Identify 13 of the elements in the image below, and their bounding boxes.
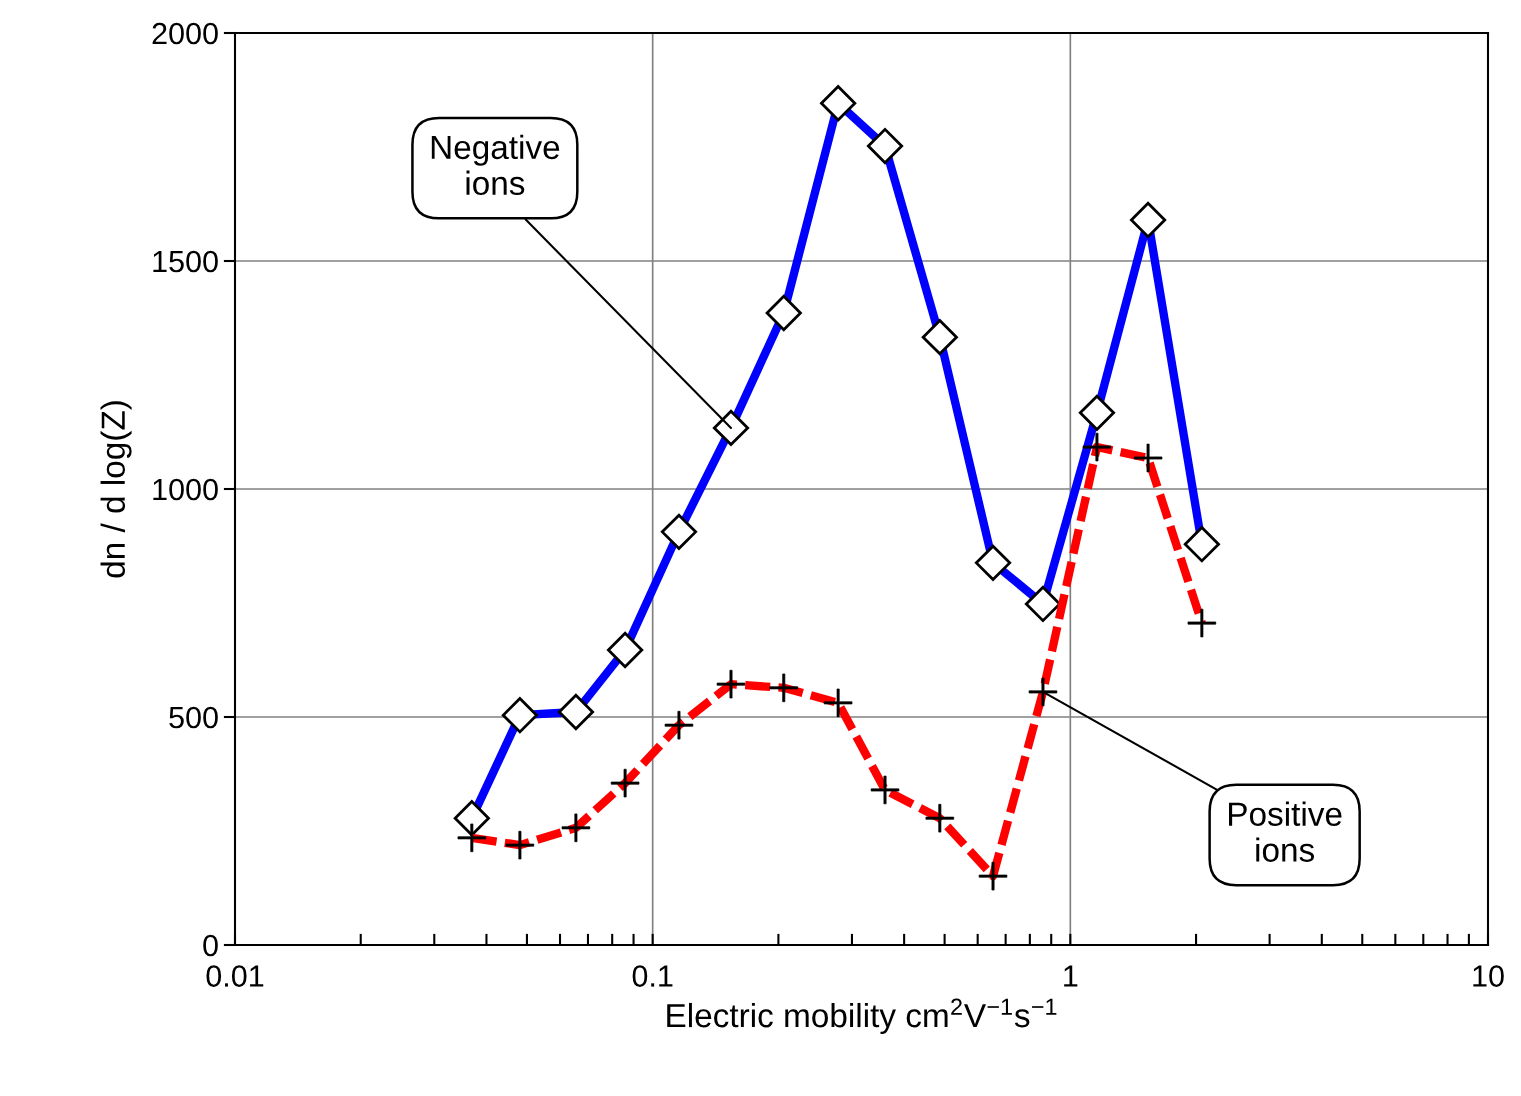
- x-tick-label: 0.1: [632, 965, 673, 987]
- x-tick-label: 10: [1473, 965, 1504, 987]
- y-tick-label: 500: [169, 706, 218, 729]
- annotation: Negative ions: [431, 134, 560, 196]
- x-axis-title: Electric mobility cm$^{2}$V$^{−1}$s$^{−1}$: [667, 998, 1057, 1035]
- x-tick-label: 0.01: [206, 965, 264, 987]
- y-axis-title: dn / d log(Z): [100, 401, 132, 578]
- y-tick-label: 2000: [152, 22, 218, 45]
- y-tick-label: 0: [203, 934, 218, 957]
- y-tick-label: 1500: [153, 250, 218, 273]
- y-tick-label: 1000: [153, 478, 218, 501]
- annotation: Positive ions: [1229, 801, 1342, 862]
- x-tick-label: 1: [1064, 965, 1078, 987]
